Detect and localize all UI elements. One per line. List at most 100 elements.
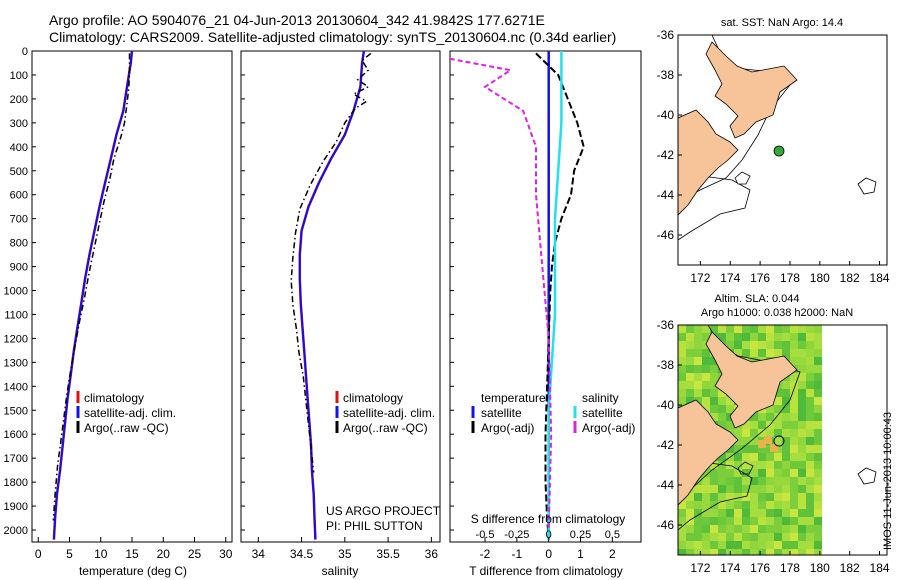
chatham-islands xyxy=(857,177,877,195)
north-island xyxy=(705,41,798,139)
sla-cell xyxy=(766,413,774,421)
sla-cell xyxy=(750,525,758,533)
sla-cell xyxy=(774,437,782,445)
sla-cell xyxy=(710,485,718,493)
sla-cell xyxy=(806,341,814,349)
x-tick-label: 0 xyxy=(35,547,42,561)
sla-cell xyxy=(774,453,782,461)
sla-cell xyxy=(718,525,726,533)
sla-cell xyxy=(766,541,774,549)
sla-cell xyxy=(798,341,806,349)
sla-cell xyxy=(678,325,686,333)
sla-cell xyxy=(758,413,766,421)
sla-cell xyxy=(798,477,806,485)
sla-cell xyxy=(686,541,694,549)
sla-cell xyxy=(774,397,782,405)
sla-cell xyxy=(774,469,782,477)
s-tick-label: 0.5 xyxy=(605,529,620,541)
sla-cell xyxy=(710,509,718,517)
sla-cell xyxy=(702,477,710,485)
series-line-temperature-argo-adj- xyxy=(535,52,585,540)
sla-cell xyxy=(694,493,702,501)
sla-cell xyxy=(790,405,798,413)
lat-tick-label: -44 xyxy=(657,188,675,202)
sla-cell xyxy=(702,509,710,517)
depth-tick-label: 1500 xyxy=(4,405,28,417)
sla-cell xyxy=(798,325,806,333)
sla-cell xyxy=(686,373,694,381)
sla-cell xyxy=(814,541,822,549)
depth-tick-label: 0 xyxy=(22,46,28,58)
sla-cell xyxy=(758,333,766,341)
sla-cell xyxy=(694,485,702,493)
sla-cell xyxy=(750,461,758,469)
sla-cell xyxy=(766,405,774,413)
sla-cell xyxy=(750,341,758,349)
sla-cell xyxy=(814,381,822,389)
sla-cell xyxy=(734,493,742,501)
sla-cell xyxy=(766,453,774,461)
sla-cell xyxy=(702,325,710,333)
sla-cell xyxy=(694,373,702,381)
x-tick-label: 34 xyxy=(252,547,266,561)
sla-cell xyxy=(798,541,806,549)
x-tick-label: 5 xyxy=(66,547,73,561)
sla-cell xyxy=(702,493,710,501)
sla-cell xyxy=(710,381,718,389)
sla-cell xyxy=(718,493,726,501)
depth-tick-label: 800 xyxy=(10,238,28,250)
sla-cell xyxy=(814,405,822,413)
sla-cell xyxy=(790,509,798,517)
bank-outline xyxy=(737,461,754,475)
sla-cell xyxy=(798,461,806,469)
sla-cell xyxy=(774,325,782,333)
sla-cell xyxy=(790,469,798,477)
sla-cell xyxy=(758,501,766,509)
sla-cell xyxy=(694,525,702,533)
sla-cell xyxy=(686,397,694,405)
sla-cell xyxy=(782,397,790,405)
sla-cell xyxy=(678,373,686,381)
sla-cell xyxy=(798,453,806,461)
sla-cell xyxy=(782,533,790,541)
sla-cell xyxy=(790,333,798,341)
sla-cell xyxy=(790,413,798,421)
legend-label-satellite: satellite-adj. clim. xyxy=(343,406,435,420)
sla-cell xyxy=(790,501,798,509)
sla-title-line-2: Argo h1000: 0.038 h2000: NaN xyxy=(701,307,853,319)
sla-cell xyxy=(814,461,822,469)
sla-cell xyxy=(686,381,694,389)
sla-cell xyxy=(734,341,742,349)
sla-cell xyxy=(782,509,790,517)
sla-cell xyxy=(774,413,782,421)
sla-cell xyxy=(734,525,742,533)
sla-cell xyxy=(734,445,742,453)
sla-cell xyxy=(734,517,742,525)
depth-tick-label: 1700 xyxy=(4,453,28,465)
sla-cell xyxy=(750,509,758,517)
lon-tick-label: 182 xyxy=(840,271,860,285)
legend-title-salinity: salinity xyxy=(582,391,619,405)
x-tick-label: 10 xyxy=(94,547,108,561)
sla-cell xyxy=(806,541,814,549)
sla-cell xyxy=(742,469,750,477)
sla-cell xyxy=(686,509,694,517)
sla-cell xyxy=(758,525,766,533)
sla-cell xyxy=(798,549,806,555)
sla-cell xyxy=(790,389,798,397)
sla-cell xyxy=(734,429,742,437)
sla-cell xyxy=(806,437,814,445)
sla-cell xyxy=(798,437,806,445)
sla-cell xyxy=(798,485,806,493)
s-tick-label: -0.25 xyxy=(504,529,529,541)
sla-cell xyxy=(798,349,806,357)
sla-cell xyxy=(806,549,814,555)
sla-cell xyxy=(774,493,782,501)
sla-cell xyxy=(718,517,726,525)
sla-cell xyxy=(678,533,686,541)
sla-cell xyxy=(806,525,814,533)
sla-cell xyxy=(798,381,806,389)
sla-cell xyxy=(702,549,710,555)
sla-cell xyxy=(782,341,790,349)
sla-cell xyxy=(726,541,734,549)
